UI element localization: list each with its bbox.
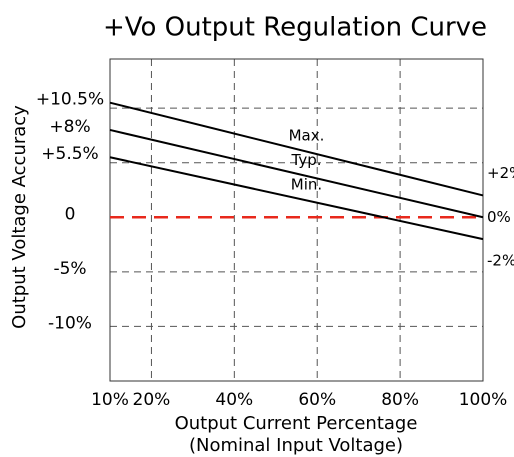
x-tick-label: 60% — [298, 390, 336, 410]
series-label: Max. — [289, 127, 325, 145]
y-tick-label: -5% — [53, 259, 86, 279]
x-tick-label: 80% — [381, 390, 419, 410]
x-tick-label: 40% — [215, 390, 253, 410]
y-tick-label: +8% — [49, 117, 90, 137]
x-tick-label: 20% — [133, 390, 171, 410]
end-label: -2% — [487, 252, 514, 270]
y-tick-label: 0 — [65, 204, 76, 224]
end-label: 0% — [487, 208, 511, 226]
y-tick-label: -10% — [48, 313, 92, 333]
plot-border — [109, 58, 484, 382]
y-tick-label: +5.5% — [41, 144, 98, 164]
series-line — [109, 156, 484, 241]
series-label: Min. — [291, 176, 322, 194]
chart-title: +Vo Output Regulation Curve — [103, 13, 487, 43]
y-tick-label: +10.5% — [36, 90, 104, 110]
x-tick-label: 100% — [459, 390, 508, 410]
x-axis-label: (Nominal Input Voltage) — [189, 435, 403, 456]
series-label: Typ. — [291, 151, 322, 169]
x-tick-label: 10% — [91, 390, 129, 410]
y-axis-label: Output Voltage Accuracy — [9, 105, 30, 329]
series-line — [109, 101, 484, 197]
x-axis-label: Output Current Percentage — [175, 413, 418, 434]
end-label: +2% — [487, 164, 514, 182]
series-line — [109, 128, 484, 219]
